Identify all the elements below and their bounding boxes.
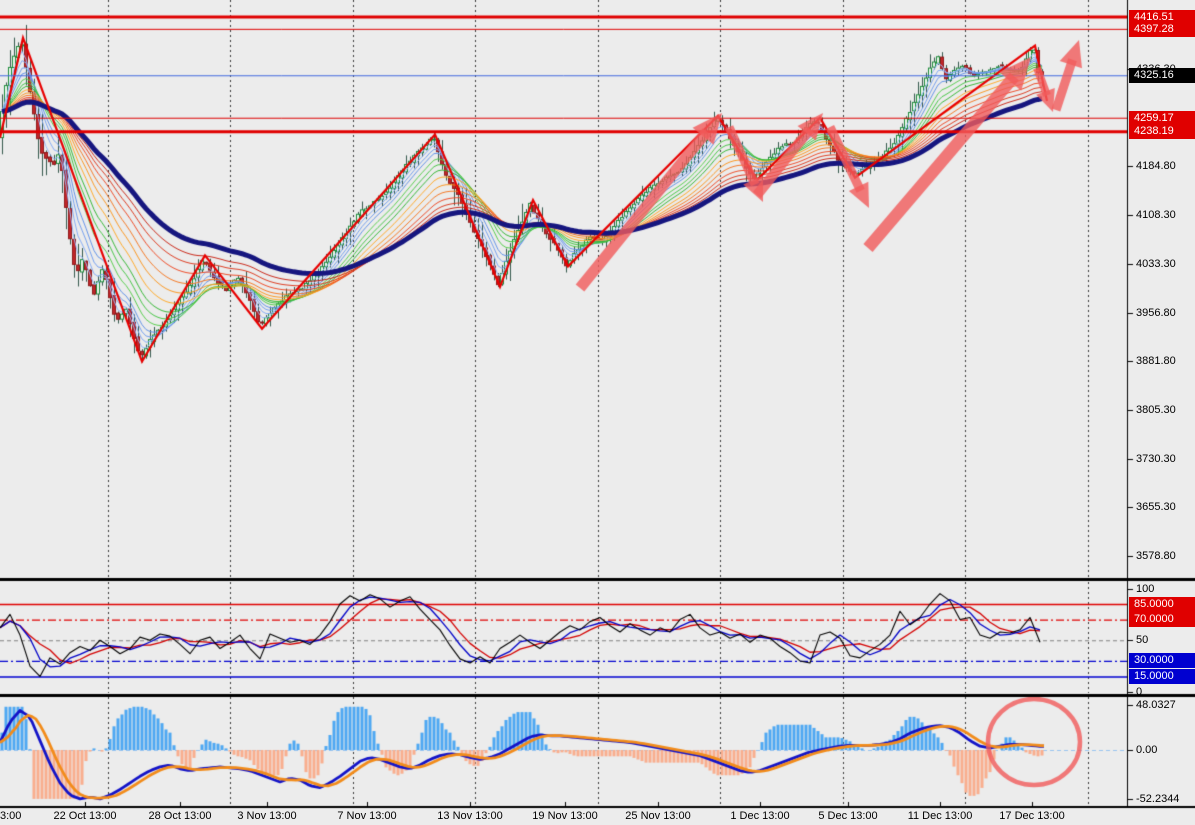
- chart-canvas[interactable]: [0, 0, 1195, 825]
- trading-chart-window: 4336.30 4184.80 4108.30 4033.30 3956.80 3881.…: [0, 0, 1195, 825]
